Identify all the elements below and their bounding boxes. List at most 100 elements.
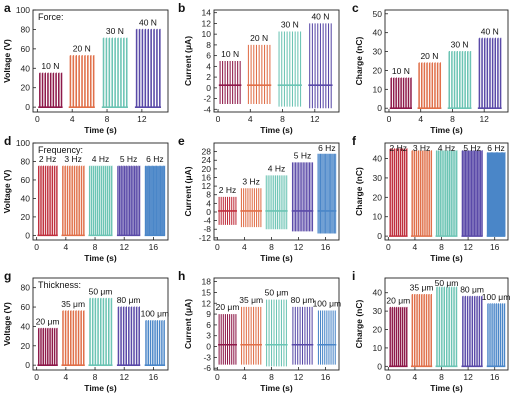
series-signal	[37, 165, 58, 236]
series-label: 20 μm	[36, 316, 60, 326]
y-tick-label: 10	[373, 212, 383, 222]
y-tick-label: 20	[202, 164, 212, 174]
series-3: 40 N	[308, 11, 333, 109]
y-tick-label: 2	[206, 72, 211, 82]
series-label: 6 Hz	[318, 143, 335, 153]
series-label: 2 Hz	[390, 143, 407, 153]
series-3: 5 Hz	[116, 154, 141, 237]
panel-label: i	[352, 269, 355, 283]
panel-a: a 0 4 8 12 0 20 40 60 80 100 Time (s) Voltage (V) For…	[2, 1, 169, 135]
x-tick-label: 4	[413, 372, 418, 382]
x-tick-label: 0	[216, 114, 221, 124]
series-1: 20 N	[417, 51, 442, 110]
x-tick-label: 12	[294, 372, 304, 382]
series-signal	[487, 303, 506, 367]
series-4: 6 Hz	[486, 143, 506, 237]
plot-frame	[384, 9, 509, 113]
series-4: 100 μm	[141, 309, 169, 366]
series-0: 20 μm	[216, 302, 239, 365]
series-signal	[291, 162, 314, 232]
series-label: 3 Hz	[413, 143, 430, 153]
series-label: 30 N	[106, 26, 124, 36]
x-tick-label: 12	[119, 372, 129, 382]
y-tick-label: 3	[206, 331, 211, 341]
panel-label: c	[352, 1, 359, 15]
y-axis-label: Voltage (V)	[2, 39, 12, 83]
y-tick-label: 20	[373, 192, 383, 202]
x-axis-label: Time (s)	[430, 253, 463, 263]
x-axis-label: Time (s)	[84, 383, 117, 393]
series-label: 20 μm	[386, 295, 410, 305]
series-label: 80 μm	[117, 295, 141, 305]
series-signal	[102, 37, 128, 108]
y-tick-label: 60	[21, 302, 31, 312]
x-tick-label: 16	[149, 242, 159, 252]
panel-d: d 0 4 8 12 16 0 20 40 60 80 100 Time (s) Voltage (V) F…	[2, 134, 169, 263]
y-tick-label: 14	[202, 8, 212, 18]
series-label: 100 μm	[313, 298, 342, 308]
series-label: 30 N	[281, 19, 299, 29]
y-tick-label: 15	[202, 287, 212, 297]
x-tick-label: 0	[35, 114, 40, 124]
series-1: 35 μm	[61, 299, 85, 366]
series-3: 80 μm	[291, 295, 315, 365]
y-tick-label: 40	[373, 154, 383, 164]
series-3: 5 Hz	[461, 143, 483, 237]
y-tick-label: 12	[202, 18, 212, 28]
y-tick-label: 40	[21, 321, 31, 331]
series-signal	[418, 62, 442, 109]
series-label: 40 N	[311, 11, 329, 21]
series-label: 20 N	[420, 51, 438, 61]
x-axis-label: Time (s)	[84, 253, 117, 263]
x-tick-label: 8	[280, 114, 285, 124]
plot-frame	[213, 142, 340, 241]
plot-frame	[384, 142, 509, 241]
inset-label: Thickness:	[38, 280, 81, 290]
x-tick-label: 4	[248, 114, 253, 124]
y-axis-label: Current (μA)	[183, 299, 193, 349]
series-label: 80 μm	[460, 284, 484, 294]
y-tick-label: -2	[203, 94, 211, 104]
y-tick-label: 16	[202, 172, 212, 182]
series-signal	[240, 188, 262, 228]
y-tick-label: 4	[206, 198, 211, 208]
series-label: 4 Hz	[438, 143, 455, 153]
series-1: 3 Hz	[240, 176, 262, 228]
series-label: 35 μm	[410, 283, 434, 293]
y-tick-label: -8	[203, 224, 211, 234]
series-1: 3 Hz	[410, 143, 433, 237]
x-tick-label: 8	[105, 114, 110, 124]
y-tick-label: 24	[202, 155, 212, 165]
series-0: 20 μm	[386, 295, 410, 368]
y-tick-label: 0	[25, 230, 30, 240]
plot-frame	[213, 9, 340, 113]
y-tick-label: 80	[21, 156, 31, 166]
x-axis-label: Time (s)	[260, 125, 293, 135]
series-signal	[69, 55, 95, 108]
series-label: 50 μm	[89, 286, 113, 296]
series-label: 2 Hz	[219, 185, 236, 195]
series-signal	[411, 150, 433, 237]
series-0: 2 Hz	[388, 143, 408, 237]
y-tick-label: 20	[21, 212, 31, 222]
series-label: 100 μm	[482, 292, 511, 302]
series-2: 30 N	[447, 40, 472, 110]
y-tick-label: 6	[206, 320, 211, 330]
series-label: 80 μm	[291, 295, 315, 305]
panel-label: d	[4, 134, 11, 148]
y-tick-label: 30	[373, 47, 383, 57]
x-tick-label: 16	[490, 242, 500, 252]
series-2: 50 μm	[88, 286, 113, 366]
y-tick-label: 0	[206, 207, 211, 217]
series-4: 6 Hz	[317, 143, 337, 234]
y-tick-label: 80	[21, 24, 31, 34]
y-tick-label: 30	[373, 173, 383, 183]
series-label: 3 Hz	[242, 176, 259, 186]
y-tick-label: 0	[25, 102, 30, 112]
panel-label: g	[4, 269, 11, 283]
y-tick-label: 60	[21, 175, 31, 185]
plot-frame	[32, 277, 169, 371]
series-signal	[62, 165, 85, 236]
